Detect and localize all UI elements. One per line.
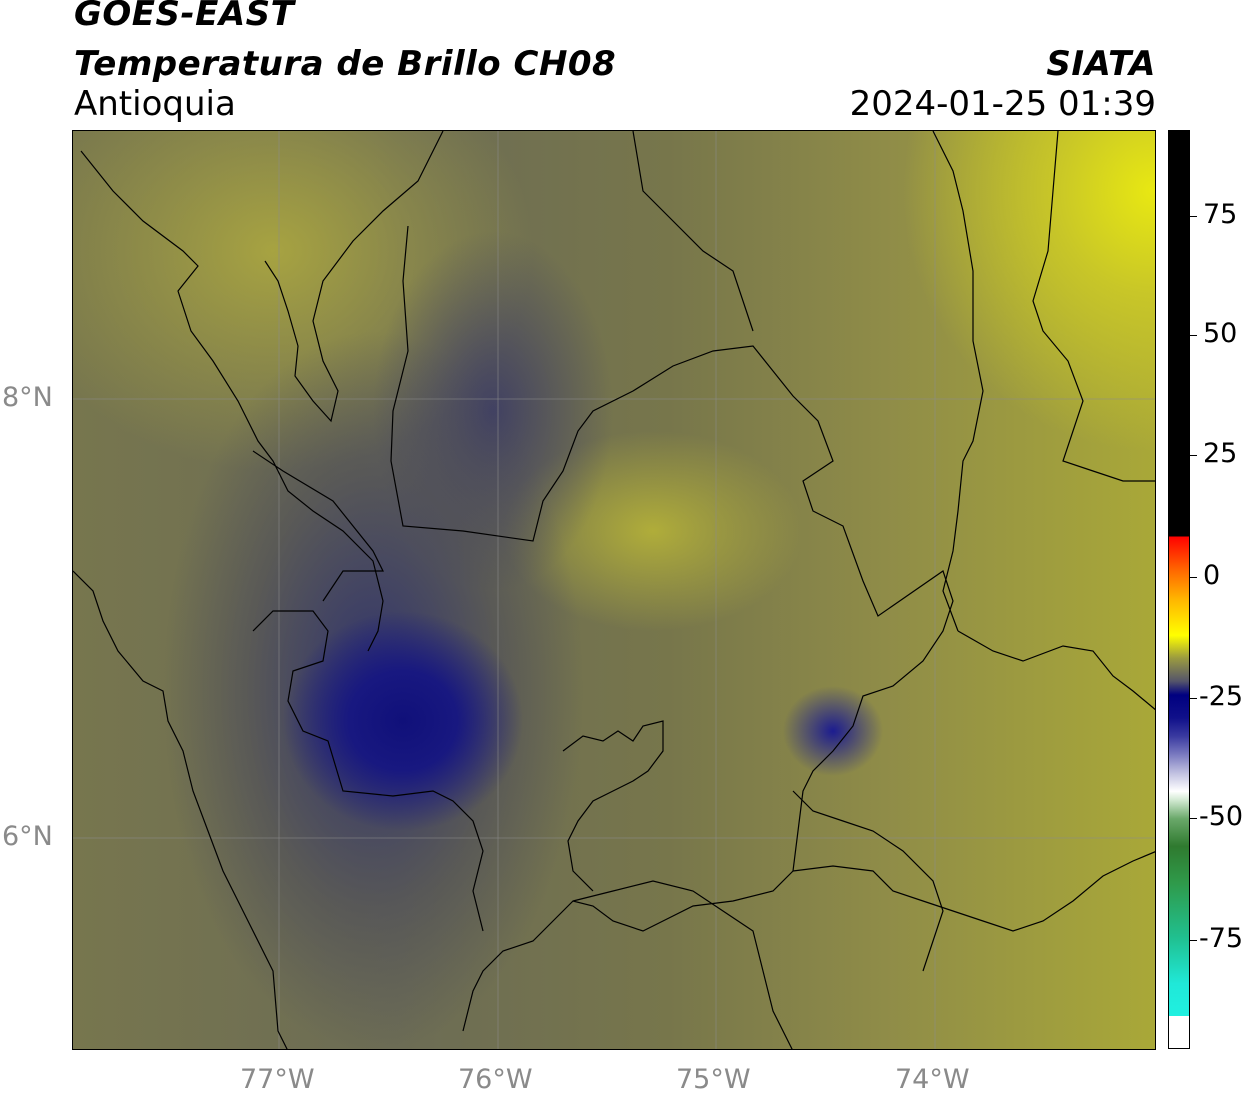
colorbar-tickmark xyxy=(1189,335,1197,336)
lon-tick-74w: 74°W xyxy=(895,1064,970,1095)
brightness-temperature-map xyxy=(72,130,1156,1050)
coastline xyxy=(80,150,384,652)
bolivar-boundary xyxy=(632,131,754,332)
western-coast xyxy=(73,570,288,1049)
colorbar-tickmark xyxy=(1189,818,1197,819)
eastern-boundary xyxy=(1032,131,1155,482)
colorbar-tickmark xyxy=(1189,455,1197,456)
cordoba-boundary xyxy=(252,450,384,602)
colorbar-label-0: 0 xyxy=(1203,560,1221,591)
region-label: Antioquia xyxy=(74,84,236,124)
colorbar-tickmark xyxy=(1189,577,1197,578)
lon-tick-75w: 75°W xyxy=(676,1064,751,1095)
satellite-title: GOES-EAST xyxy=(74,0,295,34)
municipal-lines xyxy=(562,720,664,892)
choco-boundary xyxy=(252,610,484,932)
gulf-coast xyxy=(264,131,444,423)
santander-boundary xyxy=(932,131,984,632)
map-overlay xyxy=(73,131,1155,1049)
lat-tick-8n: 8°N xyxy=(2,382,53,413)
product-title: Temperatura de Brillo CH08 xyxy=(74,44,617,84)
colorbar-label-75: 75 xyxy=(1203,199,1238,230)
colorbar-label-neg25: -25 xyxy=(1199,681,1244,712)
boyaca-boundary xyxy=(957,630,1155,711)
lon-tick-77w: 77°W xyxy=(240,1064,315,1095)
colorbar-tickmark xyxy=(1189,216,1197,217)
dept-boundary-east xyxy=(792,790,944,972)
colorbar-tickmark xyxy=(1189,940,1197,941)
org-label: SIATA xyxy=(1046,44,1156,84)
colorbar-label-neg50: -50 xyxy=(1199,801,1244,832)
colorbar-label-50: 50 xyxy=(1203,318,1238,349)
datetime-label: 2024-01-25 01:39 xyxy=(849,84,1156,124)
colorbar xyxy=(1168,130,1190,1049)
lat-tick-6n: 6°N xyxy=(2,821,53,852)
colorbar-label-25: 25 xyxy=(1203,438,1238,469)
colorbar-label-neg75: -75 xyxy=(1199,923,1244,954)
antioquia-boundary xyxy=(390,225,954,1032)
caldas-boundary xyxy=(572,880,793,1049)
southern-boundary xyxy=(792,851,1155,932)
lon-tick-76w: 76°W xyxy=(458,1064,533,1095)
colorbar-tickmark xyxy=(1189,698,1197,699)
